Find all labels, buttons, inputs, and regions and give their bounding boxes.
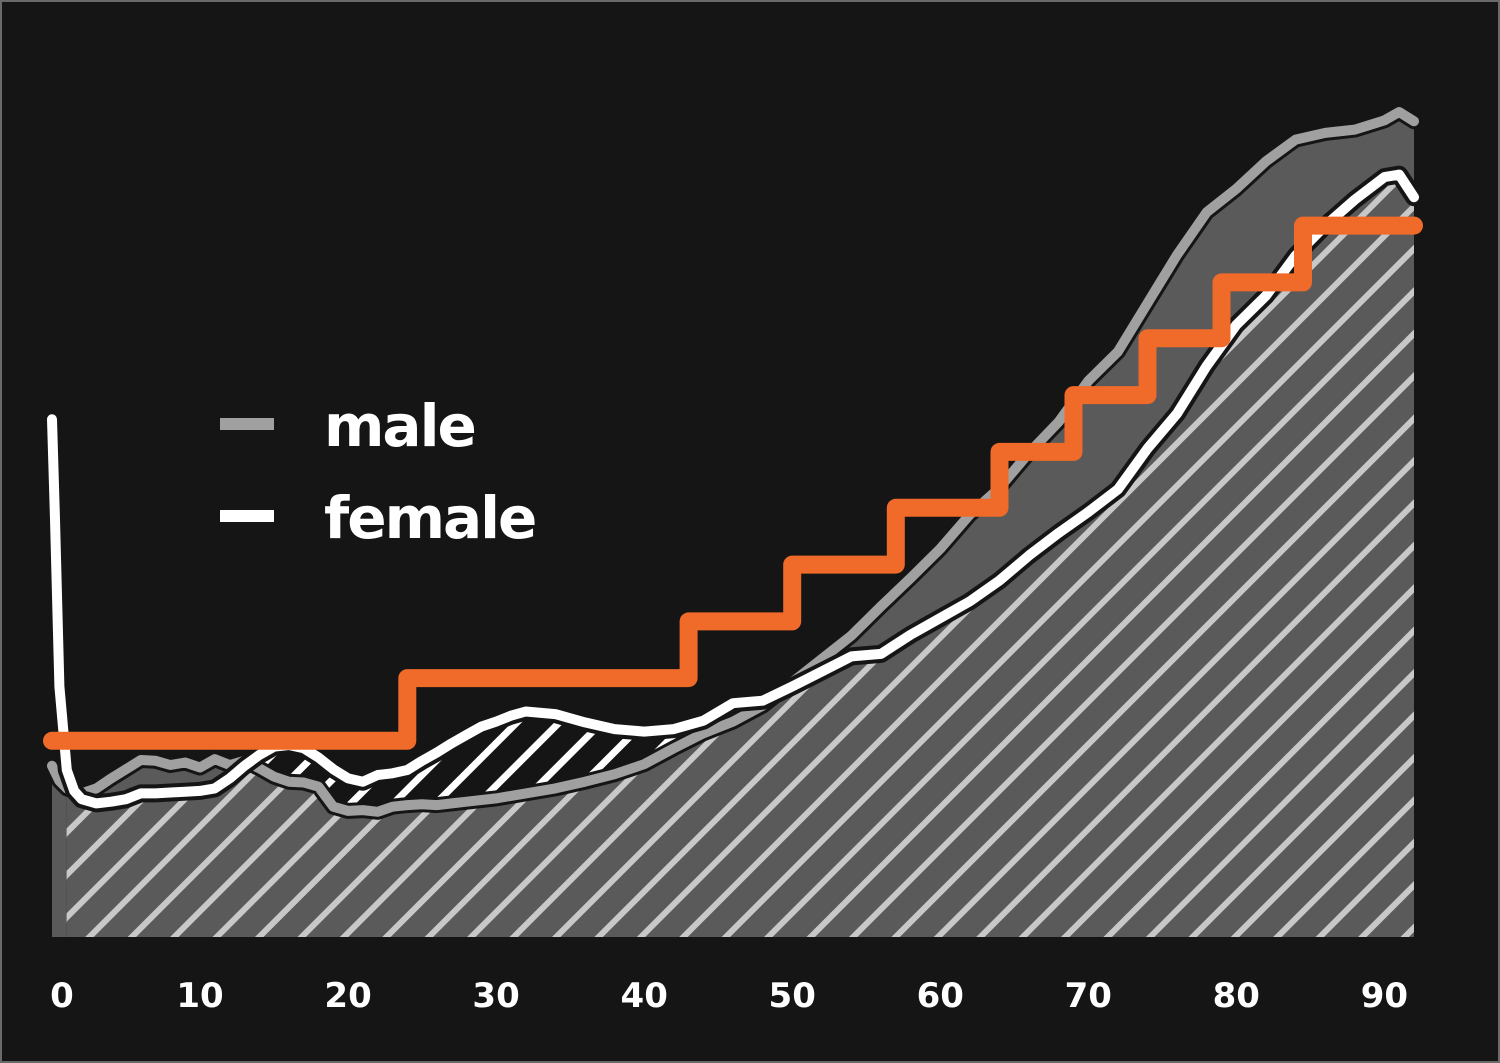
male-line [47, 107, 1419, 817]
x-tick-label: 20 [324, 976, 371, 1016]
x-tick-label: 80 [1213, 976, 1260, 1016]
step-line [43, 216, 1423, 750]
x-tick-label: 0 [50, 976, 74, 1016]
x-tick-label: 50 [769, 976, 816, 1016]
female-line [47, 169, 1419, 809]
female-hatched-area [66, 174, 1414, 937]
x-tick-label: 90 [1361, 976, 1408, 1016]
legend: male female [220, 392, 537, 552]
x-tick-label: 10 [176, 976, 223, 1016]
x-tick-label: 30 [472, 976, 519, 1016]
x-axis-ticks: 0 10 20 30 40 50 60 70 80 90 [50, 976, 1408, 1016]
x-tick-label: 60 [917, 976, 964, 1016]
x-tick-label: 40 [621, 976, 668, 1016]
series-lines [43, 104, 1423, 820]
area-layer [52, 112, 1414, 938]
legend-label-male: male [324, 392, 475, 460]
legend-label-female: female [324, 484, 535, 552]
x-tick-label: 70 [1065, 976, 1112, 1016]
